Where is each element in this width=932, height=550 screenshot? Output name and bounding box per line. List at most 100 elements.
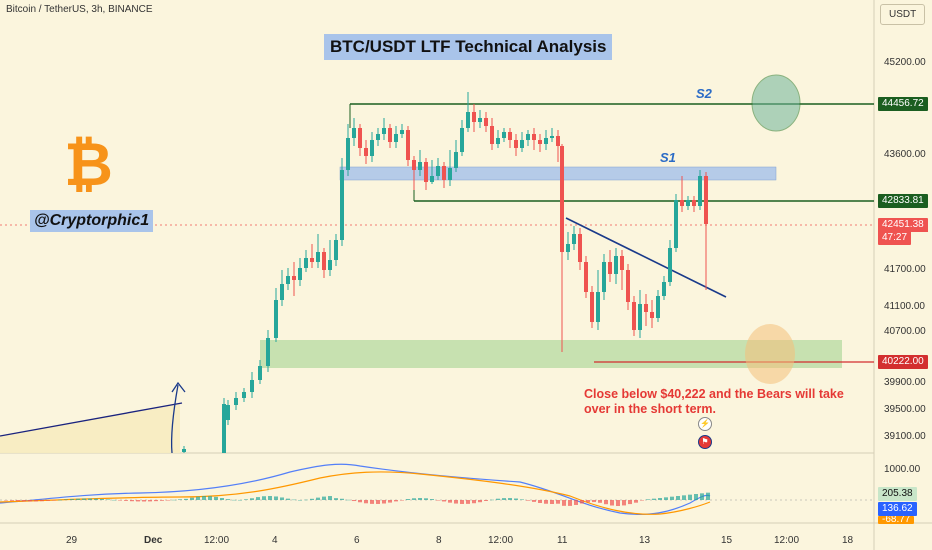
histogram-bar [580,500,584,504]
price-tick: 39900.00 [884,377,926,388]
candle-body [418,162,422,170]
s1-zone [339,166,777,181]
histogram-bar [370,500,374,504]
symbol-info[interactable]: Bitcoin / TetherUS, 3h, BINANCE [6,4,153,15]
candle-body [590,292,594,322]
us-flag-icon[interactable]: ⚑ [698,435,712,449]
candle-body [328,260,332,270]
candle-body [242,392,246,398]
histogram-bar [544,500,548,504]
candle-body [388,128,392,142]
histogram-bar [262,496,266,500]
candle-body [234,398,238,405]
osc-value-tag: -68.77 [878,516,915,524]
up-arrow-icon [170,381,186,454]
histogram-bar [568,500,572,506]
histogram-bar [496,498,500,500]
candle-body [532,134,536,140]
histogram-bar [112,499,116,501]
histogram-bar [640,500,644,501]
histogram-bar [280,497,284,500]
support-circle [745,324,795,384]
histogram-bar [52,500,56,501]
time-tick: 15 [721,535,733,546]
histogram-bar [154,500,158,502]
candlestick-series [182,92,708,453]
time-tick: 8 [436,535,442,546]
lightning-icon[interactable]: ⚡ [698,417,712,431]
histogram-bar [352,500,356,502]
candle-body [352,128,356,138]
candle-body [514,140,518,148]
candle-body [394,134,398,142]
candle-body [310,258,314,262]
histogram-bar [184,498,188,500]
time-tick: 18 [842,535,854,546]
candle-body [566,244,570,252]
histogram-bar [4,500,8,501]
candle-body [496,138,500,144]
histogram-bar [454,500,458,504]
candle-body [448,168,452,180]
histogram-bar [226,499,230,500]
histogram-bar [382,500,386,504]
bar-countdown: 47:27 [878,231,912,245]
histogram-bar [160,500,164,501]
histogram-bar [202,496,206,500]
histogram-bar [40,500,44,502]
candle-body [692,200,696,206]
macd-oscillator [0,463,874,515]
histogram-bar [340,498,344,500]
histogram-bar [430,499,434,500]
candle-body [638,304,642,330]
candle-body [614,256,618,274]
candle-body [454,152,458,168]
histogram-bar [70,498,74,500]
histogram-bar [304,499,308,501]
candle-body [502,132,506,138]
candle-body [292,276,296,280]
candle-body [442,166,446,180]
candle-body [556,136,560,146]
histogram-bar [466,500,470,504]
histogram-bar [556,500,560,504]
histogram-bar [658,498,662,500]
osc-value-tag: 136.62 [878,502,917,516]
histogram-bar [178,499,182,500]
resistance-price-tag: 44456.72 [878,97,928,111]
candle-body [364,148,368,156]
histogram-bar [526,500,530,501]
candle-body [376,134,380,140]
histogram-bar [298,499,302,501]
candle-body [298,268,302,280]
candle-body [340,170,344,240]
histogram-bar [238,499,242,501]
histogram-bar [256,497,260,500]
osc-tick: 1000.00 [884,464,921,475]
s2-target-circle [751,74,801,132]
histogram-bar [100,499,104,500]
histogram-bar [268,496,272,500]
histogram-bar [436,500,440,501]
histogram-bar [46,500,50,501]
histogram-bar [88,498,92,500]
histogram-bar [532,500,536,502]
histogram-bar [322,496,326,500]
time-tick: 12:00 [488,535,514,546]
histogram-bar [688,494,692,500]
candle-body [280,284,284,300]
histogram-bar [22,500,26,502]
current-price-tag: 42451.38 [878,218,928,232]
time-tick: 12:00 [774,535,800,546]
chart-title: BTC/USDT LTF Technical Analysis [324,34,613,60]
histogram-bar [328,496,332,500]
histogram-bar [418,498,422,500]
candle-body [436,166,440,176]
histogram-bar [172,499,176,501]
histogram-bar [376,500,380,504]
histogram-bar [460,500,464,504]
candle-body [182,449,186,452]
currency-button[interactable]: USDT [880,4,926,25]
candle-body [698,176,702,206]
